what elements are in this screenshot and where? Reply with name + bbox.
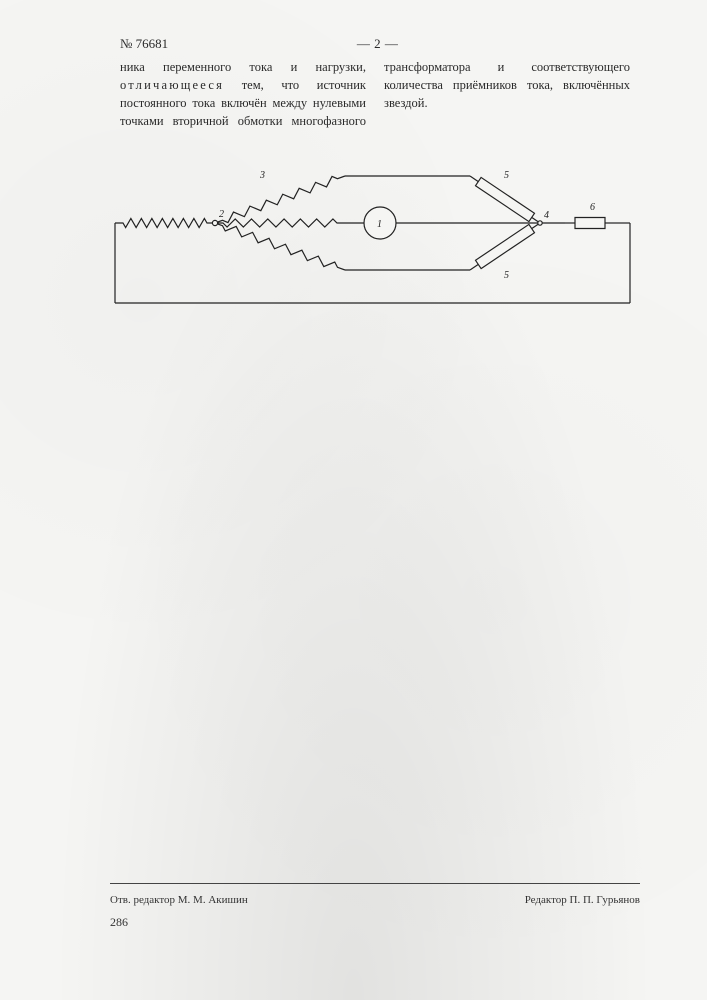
svg-text:5: 5	[504, 270, 509, 281]
responsible-editor: Отв. редактор М. М. Акишин	[110, 894, 248, 906]
svg-text:3: 3	[259, 170, 265, 181]
folio: 286	[110, 915, 128, 930]
page-number: — 2 —	[357, 36, 399, 52]
svg-text:2: 2	[219, 209, 224, 220]
body-text: ника переменного тока и нагрузки, отлича…	[120, 58, 630, 131]
svg-text:5: 5	[504, 170, 509, 181]
svg-text:6: 6	[590, 202, 595, 213]
editor: Редактор П. П. Гурьянов	[525, 894, 640, 906]
svg-text:1: 1	[377, 219, 382, 230]
doc-number: № 76681	[120, 36, 168, 52]
svg-text:4: 4	[544, 210, 549, 221]
circuit-diagram: 1 2 3 4 5 5 6	[100, 148, 640, 318]
footer-rule	[110, 883, 640, 884]
